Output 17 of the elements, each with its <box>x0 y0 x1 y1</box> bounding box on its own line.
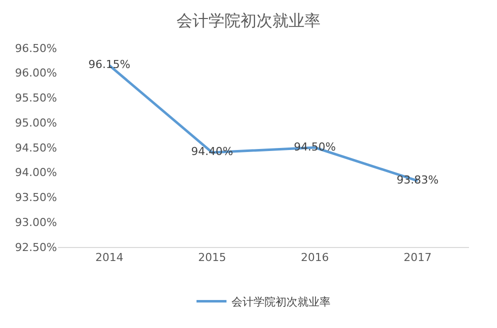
y-tick-label: 92.50% <box>15 240 57 254</box>
data-label: 96.15% <box>88 58 130 72</box>
y-tick-label: 96.50% <box>15 42 57 55</box>
x-tick-label: 2016 <box>300 251 329 264</box>
y-tick-label: 94.00% <box>15 166 57 180</box>
y-tick-label: 93.00% <box>15 216 57 229</box>
y-tick-label: 93.50% <box>15 191 57 204</box>
data-label: 93.83% <box>396 174 439 187</box>
y-tick-label: 95.50% <box>15 92 57 105</box>
y-tick-label: 95.00% <box>15 116 57 130</box>
chart-title: 会计学院初次就业率 <box>176 10 320 30</box>
x-tick-label: 2014 <box>95 251 124 264</box>
x-tick-label: 2015 <box>198 251 226 264</box>
x-tick-label: 2017 <box>404 251 432 264</box>
y-tick-label: 96.00% <box>15 66 57 80</box>
y-tick-label: 94.50% <box>15 141 57 154</box>
legend-label: 会计学院初次就业率 <box>232 296 330 309</box>
